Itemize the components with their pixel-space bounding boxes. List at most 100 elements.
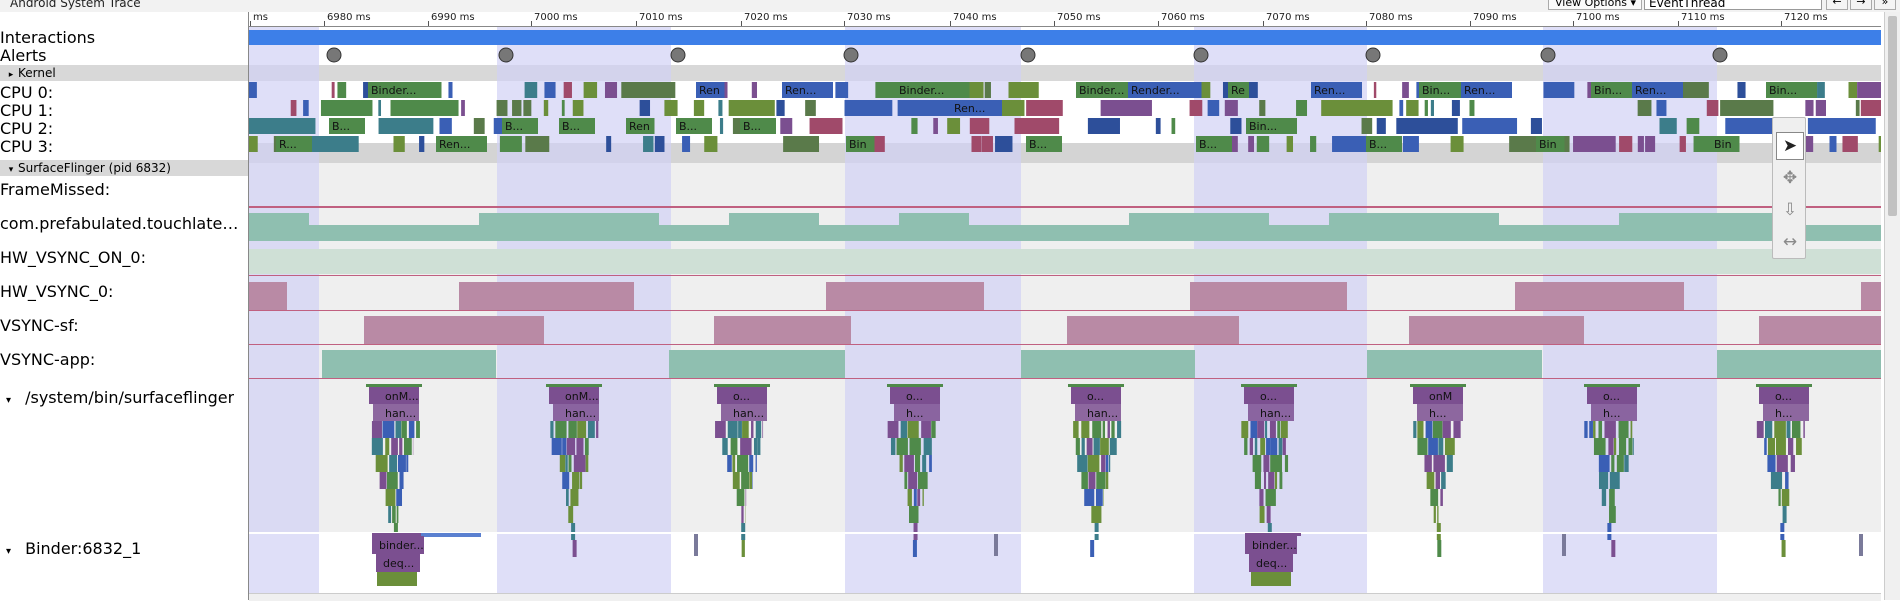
cpu-slice (562, 100, 565, 116)
cpu-slice-label: R... (279, 138, 297, 151)
alert-marker-icon[interactable] (1366, 48, 1380, 62)
vsync-sf-pulse (714, 316, 851, 344)
sf-child-slice (1279, 438, 1283, 455)
touchlatency-counter-segment (309, 225, 479, 241)
track-label-touchlatency: com.prefabulated.touchlatenc... (0, 214, 244, 233)
vertical-scrollbar[interactable] (1884, 12, 1900, 600)
sf-child-slice (398, 455, 406, 472)
cpu-slice (1425, 100, 1428, 116)
sf-child-slice (1077, 455, 1087, 472)
ruler-tick (1366, 21, 1367, 26)
sf-child-slice (1598, 421, 1602, 438)
binder-small-slice (1859, 534, 1863, 556)
alert-marker-icon[interactable] (1713, 48, 1727, 62)
surfaceflinger-section-header[interactable]: ▾SurfaceFlinger (pid 6832) (0, 160, 248, 176)
sf-child-slice (1440, 489, 1443, 506)
sf-child-slice (570, 489, 578, 506)
sf-child-slice (746, 489, 747, 506)
cpu-slice-label: Binder... (1079, 84, 1124, 97)
alert-marker-icon[interactable] (1541, 48, 1555, 62)
sf-child-slice (1599, 472, 1608, 489)
cpu-slice (971, 136, 981, 152)
search-input[interactable] (1644, 0, 1822, 10)
cpu-slice (1190, 100, 1203, 116)
sf-child-slice (1106, 472, 1109, 489)
track-label-binder-thread[interactable]: ▾ Binder:6832_1 (0, 539, 141, 558)
sf-child-slice (372, 438, 383, 455)
alert-marker-icon[interactable] (1021, 48, 1035, 62)
sf-child-slice (389, 455, 397, 472)
cpu-slice (621, 82, 675, 98)
sf-child-slice (1787, 421, 1791, 438)
sf-child-slice (908, 489, 912, 506)
prev-result-button[interactable]: ← (1826, 0, 1848, 10)
sf-frame-top-marker (366, 384, 422, 387)
scrollbar-thumb[interactable] (1888, 16, 1897, 216)
alert-marker-icon[interactable] (1194, 48, 1208, 62)
collapse-triangle-icon[interactable]: ▾ (4, 162, 18, 178)
sf-child-slice (1257, 421, 1264, 438)
cpu-slice (733, 118, 741, 134)
sf-child-slice (1417, 421, 1423, 438)
cpu-slice (1573, 136, 1616, 152)
expand-triangle-icon[interactable]: ▸ (4, 67, 18, 83)
more-button[interactable]: » (1874, 0, 1896, 10)
alert-marker-icon[interactable] (327, 48, 341, 62)
view-options-dropdown[interactable]: View Options ▾ (1548, 0, 1642, 10)
cpu-slice-label: Ren (699, 84, 720, 97)
cpu-slice-label: B... (1199, 138, 1217, 151)
cpu-slice (1543, 82, 1574, 98)
cpu-slice (845, 100, 893, 116)
vsync-app-line (249, 378, 1881, 379)
cpu-slice (1406, 100, 1418, 116)
cpu-slice (780, 118, 792, 134)
track-label-vsync-sf: VSYNC-sf: (0, 316, 79, 335)
vsync-sf-pulse (1409, 316, 1584, 344)
alert-marker-icon[interactable] (499, 48, 513, 62)
sf-child-slice (1281, 421, 1288, 438)
sf-child-slice (1771, 472, 1782, 489)
next-result-button[interactable]: → (1850, 0, 1872, 10)
sf-child-slice (1441, 472, 1446, 489)
cpu-slice (1399, 100, 1403, 116)
vsync-sf-line (249, 344, 1881, 345)
track-label-surfaceflinger-process[interactable]: ▾ /system/bin/surfaceflinger (0, 388, 234, 407)
kernel-section-header[interactable]: ▸Kernel (0, 65, 248, 81)
ruler-tick (324, 21, 325, 26)
sf-child-slice (908, 472, 917, 489)
cpu-slice (332, 82, 335, 98)
timing-tool-icon[interactable]: ↔ (1776, 228, 1804, 256)
select-tool-icon[interactable]: ➤ (1776, 132, 1804, 160)
sf-child-slice (1277, 421, 1280, 438)
cpu-slice (419, 136, 424, 152)
sf-child-slice (1111, 421, 1114, 438)
zoom-tool-icon[interactable]: ⇩ (1776, 196, 1804, 224)
cpu-slice (584, 82, 597, 98)
sf-child-slice (1430, 489, 1438, 506)
sf-child-slice (1073, 421, 1078, 438)
title-bar: Android System Trace View Options ▾ ← → … (0, 0, 1900, 12)
hw-vsync-line (249, 310, 1881, 311)
touchlatency-counter-segment (249, 213, 309, 241)
surfaceflinger-section-label: SurfaceFlinger (pid 6832) (18, 161, 171, 175)
pan-tool-icon[interactable]: ✥ (1776, 164, 1804, 192)
sf-child-slice (1268, 472, 1274, 489)
cpu-slice (500, 136, 522, 152)
sf-child-slice (1443, 421, 1451, 438)
sf-child-slice (922, 455, 926, 472)
collapse-triangle-icon[interactable]: ▾ (6, 395, 20, 406)
cpu-slice (448, 82, 452, 98)
sf-child-slice (758, 438, 761, 455)
sf-child-slice (741, 472, 749, 489)
cpu-slice (1659, 118, 1676, 134)
sf-child-slice (1081, 421, 1089, 438)
sf-child-slice (1788, 438, 1793, 455)
sf-slice-label: onM... (385, 390, 419, 403)
sf-child-slice (391, 438, 398, 455)
alert-marker-icon[interactable] (844, 48, 858, 62)
collapse-triangle-icon[interactable]: ▾ (6, 546, 20, 557)
alert-marker-icon[interactable] (671, 48, 685, 62)
